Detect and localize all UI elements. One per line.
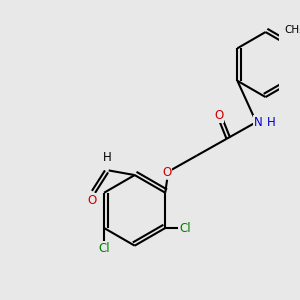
Text: H: H xyxy=(102,151,111,164)
Text: Cl: Cl xyxy=(180,221,191,235)
Text: O: O xyxy=(87,194,97,207)
Text: N: N xyxy=(254,116,262,129)
Text: H: H xyxy=(267,116,275,129)
Text: O: O xyxy=(214,109,224,122)
Text: O: O xyxy=(163,166,172,179)
Text: Cl: Cl xyxy=(98,242,110,255)
Text: CH₃: CH₃ xyxy=(284,25,300,35)
